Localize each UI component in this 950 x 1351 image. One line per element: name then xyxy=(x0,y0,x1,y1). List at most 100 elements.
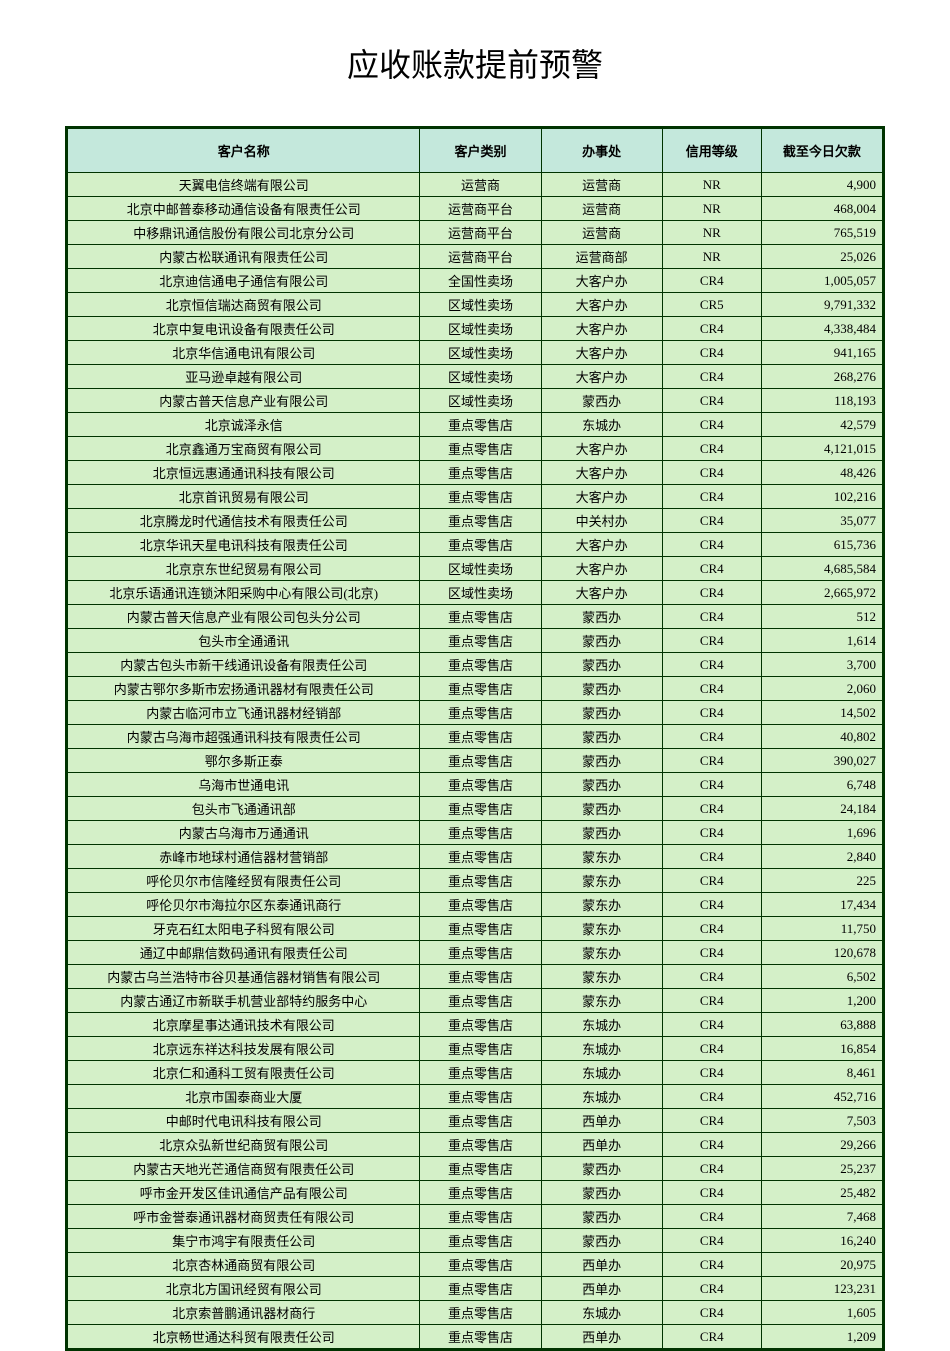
cell-cat: 重点零售店 xyxy=(420,797,541,821)
cell-amt: 4,121,015 xyxy=(761,437,882,461)
cell-office: 西单办 xyxy=(541,1277,662,1301)
cell-office: 蒙西办 xyxy=(541,605,662,629)
cell-office: 大客户办 xyxy=(541,269,662,293)
table-row: 内蒙古乌兰浩特市谷贝基通信器材销售有限公司重点零售店蒙东办CR46,502 xyxy=(68,965,883,989)
table-row: 北京恒远惠通通讯科技有限公司重点零售店大客户办CR448,426 xyxy=(68,461,883,485)
table-row: 集宁市鸿宇有限责任公司重点零售店蒙西办CR416,240 xyxy=(68,1229,883,1253)
table-row: 北京鑫通万宝商贸有限公司重点零售店大客户办CR44,121,015 xyxy=(68,437,883,461)
cell-name: 内蒙古乌海市超强通讯科技有限责任公司 xyxy=(68,725,420,749)
table-row: 鄂尔多斯正泰重点零售店蒙西办CR4390,027 xyxy=(68,749,883,773)
cell-credit: CR4 xyxy=(662,1157,761,1181)
table-row: 赤峰市地球村通信器材营销部重点零售店蒙东办CR42,840 xyxy=(68,845,883,869)
cell-office: 蒙东办 xyxy=(541,917,662,941)
cell-cat: 重点零售店 xyxy=(420,1133,541,1157)
cell-name: 北京恒远惠通通讯科技有限公司 xyxy=(68,461,420,485)
cell-cat: 重点零售店 xyxy=(420,413,541,437)
cell-amt: 11,750 xyxy=(761,917,882,941)
cell-credit: CR4 xyxy=(662,1013,761,1037)
table-row: 包头市全通通讯重点零售店蒙西办CR41,614 xyxy=(68,629,883,653)
cell-name: 呼伦贝尔市信隆经贸有限责任公司 xyxy=(68,869,420,893)
cell-cat: 区域性卖场 xyxy=(420,581,541,605)
table-row: 内蒙古乌海市万通通讯重点零售店蒙西办CR41,696 xyxy=(68,821,883,845)
table-row: 乌海市世通电讯重点零售店蒙西办CR46,748 xyxy=(68,773,883,797)
cell-name: 内蒙古普天信息产业有限公司包头分公司 xyxy=(68,605,420,629)
table-row: 北京中复电讯设备有限责任公司区域性卖场大客户办CR44,338,484 xyxy=(68,317,883,341)
col-header-cat: 客户类别 xyxy=(420,129,541,173)
table-row: 内蒙古乌海市超强通讯科技有限责任公司重点零售店蒙西办CR440,802 xyxy=(68,725,883,749)
cell-amt: 1,614 xyxy=(761,629,882,653)
cell-credit: CR4 xyxy=(662,437,761,461)
cell-credit: CR4 xyxy=(662,1085,761,1109)
table-row: 亚马逊卓越有限公司区域性卖场大客户办CR4268,276 xyxy=(68,365,883,389)
cell-office: 东城办 xyxy=(541,1037,662,1061)
cell-name: 呼市金誉泰通讯器材商贸责任有限公司 xyxy=(68,1205,420,1229)
cell-credit: CR4 xyxy=(662,605,761,629)
cell-name: 北京摩星事达通讯技术有限公司 xyxy=(68,1013,420,1037)
table-row: 北京北方国讯经贸有限公司重点零售店西单办CR4123,231 xyxy=(68,1277,883,1301)
table-row: 中移鼎讯通信股份有限公司北京分公司运营商平台运营商NR765,519 xyxy=(68,221,883,245)
cell-amt: 7,468 xyxy=(761,1205,882,1229)
cell-office: 蒙西办 xyxy=(541,1157,662,1181)
cell-office: 西单办 xyxy=(541,1253,662,1277)
cell-office: 蒙西办 xyxy=(541,821,662,845)
cell-cat: 重点零售店 xyxy=(420,629,541,653)
cell-cat: 重点零售店 xyxy=(420,701,541,725)
cell-credit: CR4 xyxy=(662,557,761,581)
cell-name: 包头市全通通讯 xyxy=(68,629,420,653)
cell-cat: 重点零售店 xyxy=(420,725,541,749)
cell-credit: CR4 xyxy=(662,1037,761,1061)
cell-office: 中关村办 xyxy=(541,509,662,533)
cell-office: 东城办 xyxy=(541,1061,662,1085)
cell-cat: 重点零售店 xyxy=(420,989,541,1013)
cell-office: 蒙西办 xyxy=(541,1205,662,1229)
cell-credit: CR4 xyxy=(662,1253,761,1277)
cell-office: 蒙西办 xyxy=(541,1181,662,1205)
cell-cat: 重点零售店 xyxy=(420,1277,541,1301)
cell-cat: 重点零售店 xyxy=(420,1205,541,1229)
table-row: 内蒙古普天信息产业有限公司区域性卖场蒙西办CR4118,193 xyxy=(68,389,883,413)
cell-credit: CR4 xyxy=(662,917,761,941)
cell-cat: 运营商 xyxy=(420,173,541,197)
cell-name: 呼市金开发区佳讯通信产品有限公司 xyxy=(68,1181,420,1205)
cell-amt: 16,240 xyxy=(761,1229,882,1253)
cell-name: 北京中复电讯设备有限责任公司 xyxy=(68,317,420,341)
cell-amt: 40,802 xyxy=(761,725,882,749)
table-row: 内蒙古松联通讯有限责任公司运营商平台运营商部NR25,026 xyxy=(68,245,883,269)
cell-amt: 7,503 xyxy=(761,1109,882,1133)
cell-credit: CR4 xyxy=(662,389,761,413)
cell-office: 大客户办 xyxy=(541,557,662,581)
cell-amt: 225 xyxy=(761,869,882,893)
cell-credit: CR5 xyxy=(662,293,761,317)
cell-office: 蒙西办 xyxy=(541,677,662,701)
cell-amt: 118,193 xyxy=(761,389,882,413)
cell-credit: CR4 xyxy=(662,629,761,653)
cell-name: 呼伦贝尔市海拉尔区东泰通讯商行 xyxy=(68,893,420,917)
cell-name: 包头市飞通通讯部 xyxy=(68,797,420,821)
cell-office: 蒙西办 xyxy=(541,701,662,725)
cell-name: 赤峰市地球村通信器材营销部 xyxy=(68,845,420,869)
table-row: 内蒙古普天信息产业有限公司包头分公司重点零售店蒙西办CR4512 xyxy=(68,605,883,629)
cell-office: 东城办 xyxy=(541,1085,662,1109)
cell-credit: CR4 xyxy=(662,701,761,725)
cell-office: 蒙西办 xyxy=(541,797,662,821)
cell-cat: 重点零售店 xyxy=(420,437,541,461)
cell-office: 大客户办 xyxy=(541,341,662,365)
cell-credit: CR4 xyxy=(662,845,761,869)
cell-name: 中移鼎讯通信股份有限公司北京分公司 xyxy=(68,221,420,245)
cell-office: 大客户办 xyxy=(541,533,662,557)
cell-name: 北京迪信通电子通信有限公司 xyxy=(68,269,420,293)
cell-cat: 重点零售店 xyxy=(420,1061,541,1085)
cell-office: 蒙东办 xyxy=(541,845,662,869)
cell-cat: 全国性卖场 xyxy=(420,269,541,293)
cell-cat: 区域性卖场 xyxy=(420,389,541,413)
cell-name: 中邮时代电讯科技有限公司 xyxy=(68,1109,420,1133)
cell-cat: 运营商平台 xyxy=(420,221,541,245)
cell-cat: 重点零售店 xyxy=(420,821,541,845)
cell-name: 北京众弘新世纪商贸有限公司 xyxy=(68,1133,420,1157)
cell-amt: 390,027 xyxy=(761,749,882,773)
cell-name: 北京杏林通商贸有限公司 xyxy=(68,1253,420,1277)
cell-office: 大客户办 xyxy=(541,317,662,341)
cell-amt: 512 xyxy=(761,605,882,629)
cell-office: 蒙西办 xyxy=(541,773,662,797)
cell-amt: 29,266 xyxy=(761,1133,882,1157)
